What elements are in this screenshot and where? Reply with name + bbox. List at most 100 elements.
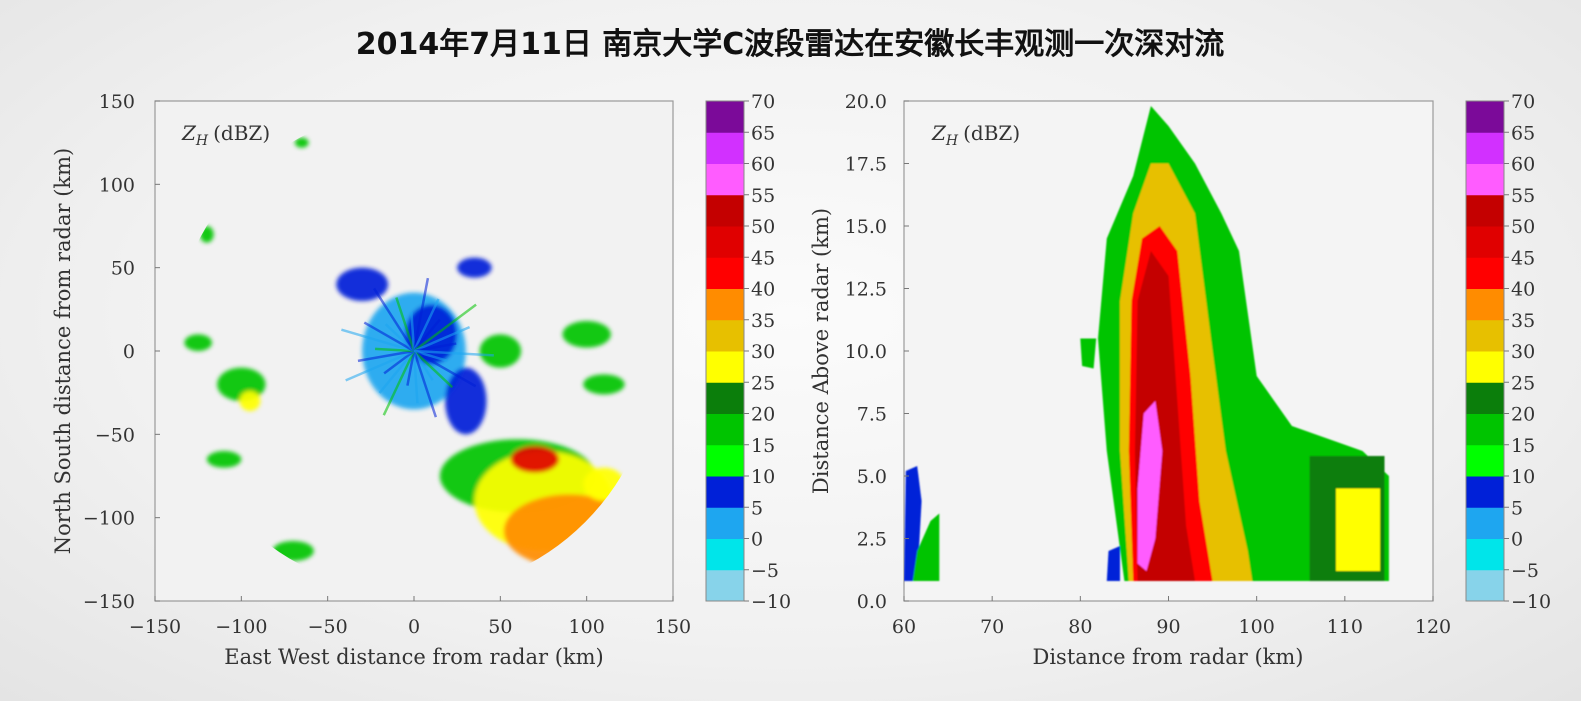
ppi-colorbar-tick-label: 35 xyxy=(751,310,775,332)
rhi-y-tick-label: 2.5 xyxy=(857,529,887,551)
ppi-clutter-ray xyxy=(413,350,454,389)
ppi-clutter-ray xyxy=(395,297,416,352)
rhi-colorbar-segment xyxy=(1466,507,1504,539)
rhi-y-tick-label: 12.5 xyxy=(845,279,887,301)
ppi-colorbar-tick-label: 65 xyxy=(751,122,775,144)
ppi-clutter-ray xyxy=(413,325,471,353)
ppi-colorbar-tick-label: 50 xyxy=(751,216,775,238)
rhi-colorbar-segment xyxy=(1466,538,1504,571)
rhi-colorbar-tick-label: 20 xyxy=(1511,404,1535,426)
rhi-colorbar-segment xyxy=(1466,101,1504,133)
ppi-clutter-ray xyxy=(413,303,477,353)
rhi-x-tick-label: 110 xyxy=(1327,616,1363,638)
rhi-colorbar-tick-label: 60 xyxy=(1511,154,1535,176)
ppi-y-tick-label: 0 xyxy=(123,341,135,363)
rhi-colorbar-ticks: −10 −5 0 5 10 15 20 25 30 35 40 45 50 55 60 65 70 xyxy=(1504,91,1551,613)
ppi-clutter-ray xyxy=(363,321,415,353)
ppi-colorbar-tick-label: 15 xyxy=(751,435,775,457)
ppi-colorbar-tick-label: −10 xyxy=(751,591,791,613)
rhi-colorbar-segment xyxy=(1466,194,1504,227)
rhi-echo-patch xyxy=(1080,338,1097,369)
rhi-y-tick-label: 15.0 xyxy=(845,216,887,238)
ppi-y-tick-label: −150 xyxy=(83,591,135,613)
ppi-colorbar-segment xyxy=(706,569,744,602)
ppi-colorbar-segment xyxy=(706,288,744,321)
ppi-colorbar-segments xyxy=(705,100,745,602)
rhi-echo-profile xyxy=(904,106,1389,581)
rhi-colorbar-tick-label: 25 xyxy=(1511,372,1535,394)
ppi-x-axis-label: East West distance from radar (km) xyxy=(224,645,604,669)
ppi-colorbar-tick-label: 40 xyxy=(751,279,775,301)
ppi-colorbar-segment xyxy=(706,382,744,414)
ppi-clutter-ray xyxy=(412,350,438,418)
ppi-clutter-ray xyxy=(357,349,415,363)
rhi-colorbar-segment xyxy=(1466,444,1504,477)
rhi-colorbar-segments xyxy=(1465,100,1505,602)
ppi-colorbar-segment xyxy=(706,413,744,446)
ppi-colorbar-tick-label: 30 xyxy=(751,341,775,363)
ppi-echo-region xyxy=(294,137,309,148)
ppi-clutter-ray xyxy=(374,347,415,353)
ppi-y-tick-label: 50 xyxy=(111,258,135,280)
rhi-variable-label: ZH (dBZ) xyxy=(931,121,1020,149)
rhi-y-tick-label: 7.5 xyxy=(857,404,887,426)
ppi-clutter-ray xyxy=(412,350,419,404)
ppi-colorbar-segment xyxy=(706,101,744,133)
ppi-echo-region xyxy=(239,391,261,411)
rhi-colorbar-tick-label: 5 xyxy=(1511,497,1523,519)
rhi-colorbar-segment xyxy=(1466,288,1504,321)
ppi-clutter-ray xyxy=(341,328,415,353)
ppi-colorbar-segment xyxy=(706,257,744,289)
ppi-y-tick-label: 150 xyxy=(99,91,135,113)
rhi-colorbar-segment xyxy=(1466,413,1504,446)
ppi-y-tick-label: −50 xyxy=(95,424,135,446)
ppi-x-ticks: −150 −100 −50 0 50 100 150 xyxy=(129,596,691,638)
rhi-colorbar-segment xyxy=(1466,382,1504,414)
ppi-colorbar-segment xyxy=(706,538,744,571)
ppi-colorbar-tick-label: 0 xyxy=(751,529,763,551)
rhi-y-tick-label: 5.0 xyxy=(857,466,887,488)
rhi-colorbar-tick-label: 15 xyxy=(1511,435,1535,457)
rhi-colorbar-tick-label: −10 xyxy=(1511,591,1551,613)
ppi-colorbar-segment xyxy=(706,444,744,477)
rhi-colorbar-segment xyxy=(1466,569,1504,602)
ppi-y-ticks: −150 −100 −50 0 50 100 150 xyxy=(83,91,160,613)
ppi-clutter-rays xyxy=(341,277,494,418)
rhi-x-axis-label: Distance from radar (km) xyxy=(1033,645,1304,669)
ppi-colorbar-segment xyxy=(706,507,744,539)
rhi-x-tick-label: 120 xyxy=(1415,616,1451,638)
rhi-colorbar-tick-label: 70 xyxy=(1511,91,1535,113)
ppi-colorbar-tick-label: 60 xyxy=(751,154,775,176)
rhi-colorbar-tick-label: 55 xyxy=(1511,185,1535,207)
rhi-colorbar-tick-label: 45 xyxy=(1511,247,1535,269)
rhi-colorbar-segment xyxy=(1466,132,1504,164)
rhi-y-ticks: 0.0 2.5 5.0 7.5 10.0 12.5 15.0 17.5 20.0 xyxy=(845,91,909,613)
rhi-x-ticks: 60 70 80 90 100 110 120 xyxy=(892,596,1451,638)
ppi-clutter-ray xyxy=(410,312,416,352)
figure-title: 2014年7月11日 南京大学C波段雷达在安徽长丰观测一次深对流 xyxy=(356,27,1225,62)
ppi-x-tick-label: 0 xyxy=(408,616,420,638)
ppi-colorbar-tick-label: 45 xyxy=(751,247,775,269)
ppi-clutter-ray xyxy=(412,277,430,352)
ppi-echo-region xyxy=(479,334,522,368)
ppi-colorbar-tick-label: 55 xyxy=(751,185,775,207)
ppi-variable-label: ZH (dBZ) xyxy=(181,121,270,149)
ppi-colorbar-segment xyxy=(706,351,744,383)
rhi-colorbar-tick-label: 10 xyxy=(1511,466,1535,488)
ppi-clutter-ray xyxy=(413,349,494,357)
ppi-colorbar-tick-label: 70 xyxy=(751,91,775,113)
ppi-colorbar-tick-label: −5 xyxy=(751,560,779,582)
ppi-clutter-ray xyxy=(413,349,448,363)
ppi-echo-region xyxy=(583,374,625,395)
rhi-x-tick-label: 60 xyxy=(892,616,916,638)
ppi-clutter-ray xyxy=(382,350,416,416)
ppi-echo-region xyxy=(206,451,242,468)
ppi-echo-region xyxy=(510,446,560,473)
ppi-clutter-ray xyxy=(406,350,416,386)
ppi-x-tick-label: 100 xyxy=(569,616,605,638)
rhi-y-tick-label: 10.0 xyxy=(845,341,887,363)
rhi-colorbar-tick-label: 30 xyxy=(1511,341,1535,363)
ppi-x-tick-label: −100 xyxy=(215,616,267,638)
rhi-colorbar-tick-label: 40 xyxy=(1511,279,1535,301)
